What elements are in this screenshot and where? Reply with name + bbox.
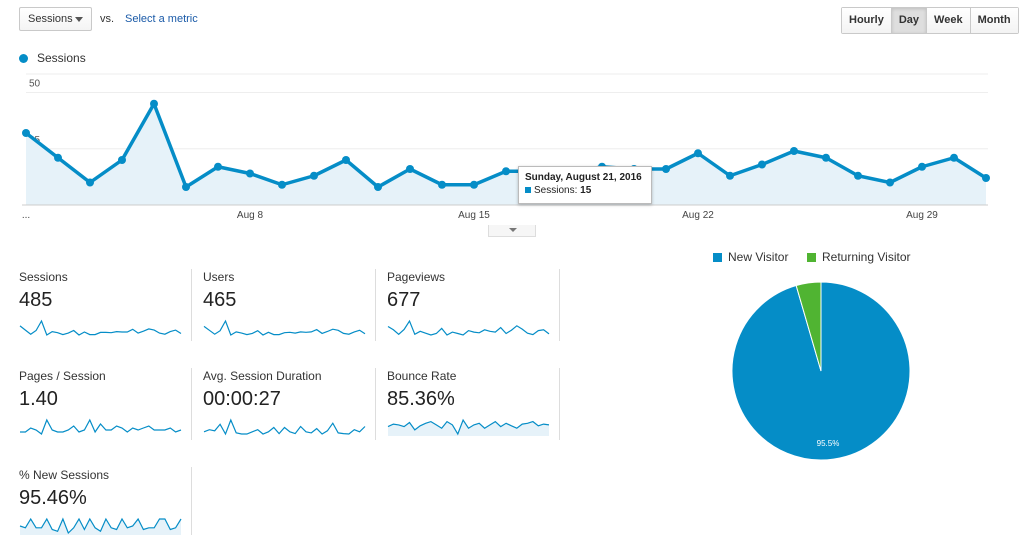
scorecard-bounce-rate[interactable]: Bounce Rate 85.36% [387, 368, 560, 440]
sparkline-line [19, 319, 182, 336]
tooltip-series-label: Sessions: [534, 185, 581, 196]
scorecard-sparkline [20, 418, 182, 435]
x-tick-label: Aug 8 [237, 210, 264, 220]
sessions-point [150, 99, 158, 108]
sessions-point [406, 165, 414, 173]
scorecard-new-sessions[interactable]: % New Sessions 95.46% [19, 467, 192, 535]
sessions-point [918, 162, 926, 171]
scorecard-users[interactable]: Users 465 [203, 269, 376, 341]
scorecard-value: 465 [203, 289, 237, 311]
x-tick-label: ... [22, 210, 30, 220]
sessions-legend-marker [19, 54, 28, 63]
sparkline-line [387, 418, 550, 436]
scorecard-sparkline [387, 418, 550, 436]
sessions-point [246, 169, 254, 178]
scorecard-value: 485 [19, 289, 53, 311]
sparkline-area [20, 519, 181, 535]
sessions-point [662, 165, 670, 173]
scorecard-value: 85.36% [387, 388, 455, 410]
pie-slice-label: 95.5% [817, 439, 840, 448]
granularity-toggle: Hourly Day Week Month [841, 7, 1019, 34]
metric-dropdown-label: Sessions [28, 13, 73, 25]
new-visitor-swatch [713, 253, 722, 262]
scorecard-label: Avg. Session Duration [203, 369, 322, 383]
metric-dropdown[interactable]: Sessions [19, 7, 92, 31]
sessions-point [982, 174, 990, 182]
scorecard-label: Pageviews [387, 270, 446, 284]
y-tick-label: 50 [29, 79, 41, 90]
scorecard-label: Sessions [19, 270, 68, 284]
scorecard-value: 1.40 [19, 388, 58, 410]
sessions-point [726, 171, 734, 180]
sessions-area [26, 103, 986, 205]
x-tick-label: Aug 22 [682, 210, 714, 220]
granularity-day[interactable]: Day [891, 8, 928, 33]
chart-tooltip: Sunday, August 21, 2016 Sessions: 15 [518, 166, 652, 204]
pie-legend-returning-visitor: Returning Visitor [807, 250, 911, 264]
sessions-point [86, 178, 94, 187]
sparkline-line [19, 517, 182, 535]
sparkline-line [203, 418, 366, 436]
sessions-point [22, 129, 30, 137]
scorecard-pageviews[interactable]: Pageviews 677 [387, 269, 560, 341]
vs-label: vs. [100, 13, 115, 25]
tooltip-value: 15 [580, 185, 592, 196]
chevron-down-icon [75, 17, 83, 22]
sessions-point [502, 167, 510, 176]
sessions-point [822, 153, 830, 162]
scorecard-pages-per-session[interactable]: Pages / Session 1.40 [19, 368, 192, 440]
scorecard-value: 677 [387, 289, 421, 311]
granularity-month[interactable]: Month [970, 8, 1018, 33]
sparkline-line [20, 418, 182, 435]
scorecard-sessions[interactable]: Sessions 485 [19, 269, 192, 341]
sparkline-line [203, 319, 366, 336]
sessions-point [758, 160, 766, 169]
select-metric-link[interactable]: Select a metric [125, 13, 198, 25]
scorecard-sparkline [19, 319, 182, 336]
sessions-point [694, 149, 702, 158]
scorecard-label: Bounce Rate [387, 369, 457, 383]
pie-slice-returning-visitor [795, 281, 822, 372]
pie-legend-label: New Visitor [728, 250, 789, 264]
tooltip-series-marker [525, 187, 531, 194]
sparkline-line [387, 319, 550, 336]
sessions-point [886, 178, 894, 187]
sessions-point [342, 156, 350, 164]
scorecard-value: 95.46% [19, 487, 87, 509]
sessions-point [310, 171, 318, 180]
scorecard-label: Pages / Session [19, 369, 106, 383]
sparkline-area [388, 420, 549, 436]
scorecard-avg-session-duration[interactable]: Avg. Session Duration 00:00:27 [203, 368, 376, 440]
scorecard-sparkline [203, 418, 366, 436]
tooltip-date: Sunday, August 21, 2016 [525, 172, 642, 183]
sessions-legend-label: Sessions [37, 51, 86, 65]
sessions-point [374, 183, 382, 191]
sessions-point [854, 171, 862, 180]
scorecard-sparkline [387, 319, 550, 336]
sessions-point [278, 180, 286, 189]
sessions-point [470, 180, 478, 189]
pie-legend-new-visitor: New Visitor [713, 250, 788, 264]
visitor-type-pie-chart: 95.5% [731, 281, 911, 461]
x-tick-label: Aug 29 [906, 210, 938, 220]
scorecard-sparkline [19, 517, 182, 535]
sessions-point [54, 153, 62, 162]
sessions-point [118, 156, 126, 164]
scorecard-value: 00:00:27 [203, 388, 281, 410]
collapse-chart-toggle[interactable] [488, 225, 536, 237]
sessions-point [182, 183, 190, 191]
returning-visitor-swatch [807, 253, 816, 262]
sessions-point [950, 153, 958, 162]
sessions-point [790, 147, 798, 155]
granularity-week[interactable]: Week [927, 8, 971, 33]
scorecard-label: Users [203, 270, 235, 284]
scorecard-label: % New Sessions [19, 468, 110, 482]
scorecard-sparkline [203, 319, 366, 336]
sessions-point [438, 180, 446, 189]
granularity-hourly[interactable]: Hourly [842, 8, 892, 33]
pie-legend-label: Returning Visitor [822, 250, 911, 264]
sessions-point [214, 162, 222, 171]
x-tick-label: Aug 15 [458, 210, 490, 220]
